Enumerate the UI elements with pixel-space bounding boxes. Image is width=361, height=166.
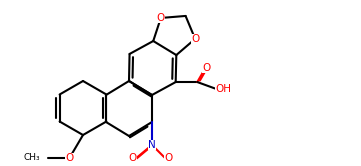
Text: CH₃: CH₃ <box>23 153 40 163</box>
Text: O: O <box>65 153 74 163</box>
Text: OH: OH <box>215 83 231 93</box>
Text: O: O <box>157 13 165 23</box>
Text: O: O <box>191 34 199 44</box>
Text: O: O <box>202 63 210 73</box>
Text: N: N <box>148 140 156 150</box>
Text: O: O <box>164 153 173 164</box>
Text: O: O <box>129 153 137 164</box>
